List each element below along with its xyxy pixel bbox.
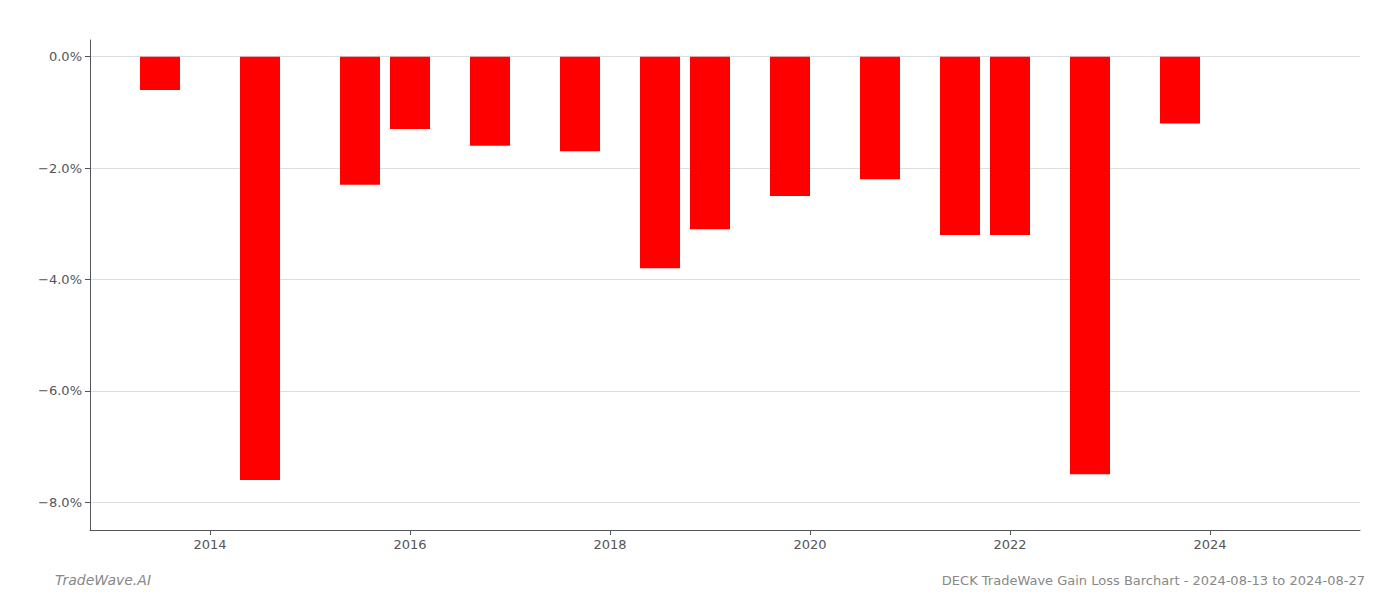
svg-text:2020: 2020	[793, 537, 826, 552]
svg-text:2016: 2016	[393, 537, 426, 552]
svg-text:2024: 2024	[1193, 537, 1226, 552]
svg-text:−4.0%: −4.0%	[38, 272, 82, 287]
svg-text:0.0%: 0.0%	[49, 49, 82, 64]
svg-text:−8.0%: −8.0%	[38, 495, 82, 510]
svg-text:2014: 2014	[193, 537, 226, 552]
svg-text:TradeWave.AI: TradeWave.AI	[55, 572, 151, 588]
svg-text:2018: 2018	[593, 537, 626, 552]
svg-text:2022: 2022	[993, 537, 1026, 552]
svg-text:DECK TradeWave Gain Loss Barch: DECK TradeWave Gain Loss Barchart - 2024…	[942, 573, 1365, 588]
svg-text:−6.0%: −6.0%	[38, 383, 82, 398]
svg-text:−2.0%: −2.0%	[38, 161, 82, 176]
